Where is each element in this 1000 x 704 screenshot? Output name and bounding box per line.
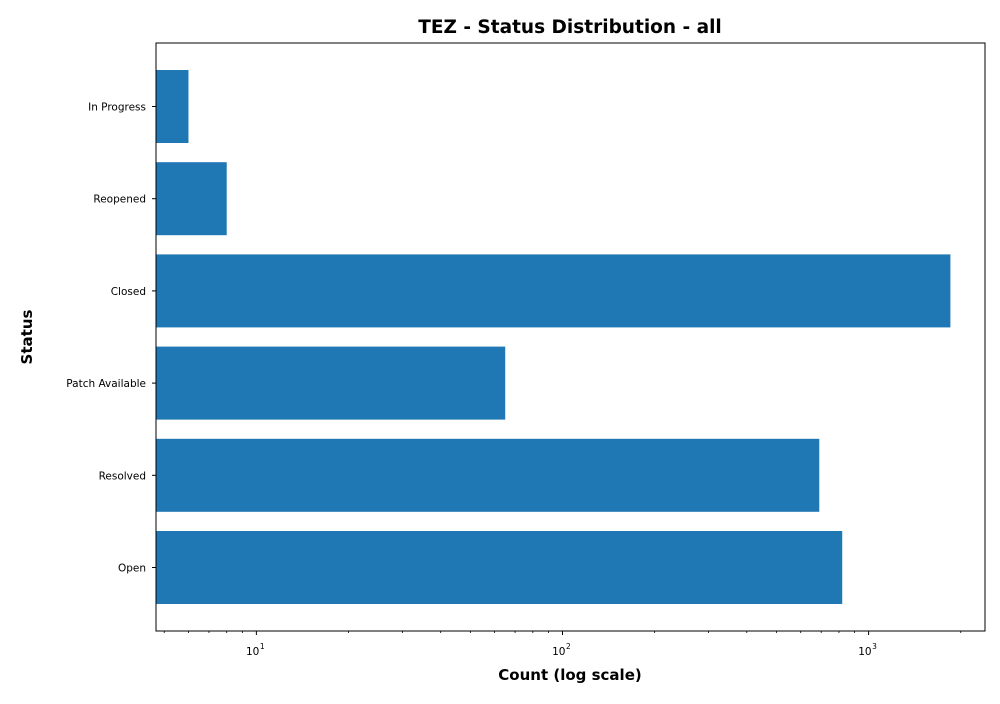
bar-patch-available	[156, 346, 506, 420]
x-tick-label: 10 3	[858, 642, 877, 658]
plot-area-frame	[155, 42, 986, 632]
y-tick-label-resolved: Resolved	[99, 470, 146, 482]
x-tick-label-base: 10	[858, 646, 871, 658]
x-tick-label-base: 10	[246, 646, 259, 658]
y-tick-label-reopened: Reopened	[93, 194, 146, 206]
y-tick-label-closed: Closed	[111, 286, 146, 298]
x-tick-label-base: 10	[552, 646, 565, 658]
bar-reopened	[156, 162, 227, 236]
y-axis-label: Status	[18, 309, 36, 364]
bar-open	[156, 531, 843, 604]
bars-layer	[156, 70, 951, 604]
x-axis-label: Count (log scale)	[498, 666, 641, 684]
ticks-layer: Open Resolved Patch Available Closed Reopene…	[66, 102, 962, 658]
bar-resolved	[156, 438, 820, 512]
x-tick-label-exponent: 1	[260, 642, 265, 651]
bar-in-progress	[156, 70, 189, 143]
bar-closed	[156, 254, 951, 328]
y-tick-label-open: Open	[118, 563, 146, 575]
y-tick-label-patch-available: Patch Available	[66, 378, 146, 390]
x-tick-label-exponent: 2	[566, 642, 571, 651]
x-tick-label-exponent: 3	[872, 642, 877, 651]
y-tick-label-in-progress: In Progress	[88, 102, 146, 114]
x-tick-label: 10 1	[246, 642, 265, 658]
x-tick-label: 10 2	[552, 642, 571, 658]
chart-title: TEZ - Status Distribution - all	[418, 17, 722, 38]
